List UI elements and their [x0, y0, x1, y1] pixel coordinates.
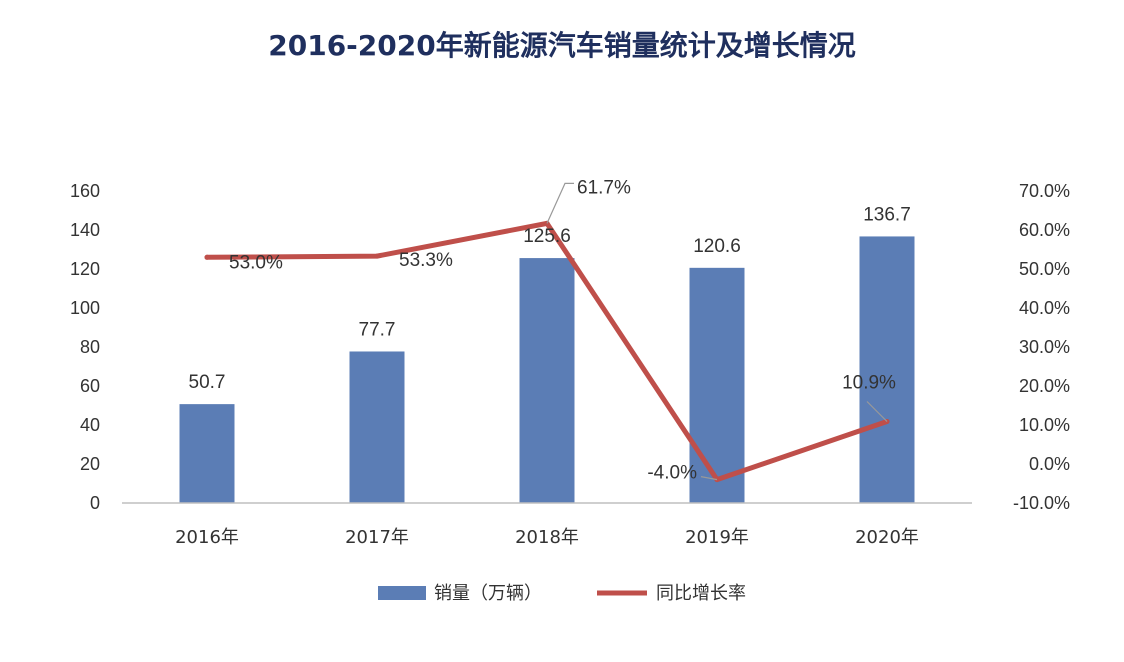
- bar-1: [179, 404, 235, 503]
- left-axis-tick: 140: [70, 220, 100, 240]
- growth-value-label: 53.0%: [229, 252, 283, 273]
- left-axis-tick: 20: [80, 454, 100, 474]
- left-axis-tick: 40: [80, 415, 100, 435]
- bar-data-labels: 50.7 77.7 125.6 120.6 136.7: [189, 204, 911, 393]
- category-label: 2017年: [345, 527, 409, 548]
- left-axis-tick: 100: [70, 298, 100, 318]
- growth-value-label: -4.0%: [647, 463, 697, 484]
- bar-series: [179, 236, 915, 503]
- legend-label-growth: 同比增长率: [656, 583, 746, 604]
- left-axis-ticks: 0 20 40 60 80 100 120 140 160: [70, 181, 100, 513]
- left-axis-tick: 60: [80, 376, 100, 396]
- right-axis-tick: 10.0%: [1019, 415, 1070, 435]
- right-axis-tick: 40.0%: [1019, 298, 1070, 318]
- bar-3: [519, 258, 575, 503]
- right-axis-tick: 0.0%: [1029, 454, 1070, 474]
- left-axis-tick: 160: [70, 181, 100, 201]
- bar-value-label: 50.7: [189, 372, 226, 393]
- category-labels: 2016年 2017年 2018年 2019年 2020年: [175, 527, 919, 548]
- right-axis-tick: 30.0%: [1019, 337, 1070, 357]
- bar-5: [859, 236, 915, 503]
- category-label: 2016年: [175, 527, 239, 548]
- legend: 销量（万辆） 同比增长率: [378, 583, 746, 604]
- line-data-labels: 53.0% 53.3% 61.7% -4.0% 10.9%: [229, 177, 896, 483]
- left-axis-tick: 80: [80, 337, 100, 357]
- leader-line: [700, 476, 718, 481]
- growth-point-2: [374, 253, 380, 259]
- bar-value-label: 125.6: [523, 226, 571, 247]
- chart-title: 2016-2020年新能源汽车销量统计及增长情况: [268, 29, 856, 62]
- growth-value-label: 61.7%: [577, 177, 631, 198]
- leader-line: [546, 182, 574, 224]
- bar-4: [689, 267, 745, 503]
- right-axis-tick: 60.0%: [1019, 220, 1070, 240]
- leader-line: [866, 401, 888, 422]
- growth-point-1: [204, 254, 210, 260]
- left-axis-tick: 120: [70, 259, 100, 279]
- bar-value-label: 77.7: [359, 319, 396, 340]
- right-axis-tick: -10.0%: [1013, 493, 1070, 513]
- right-axis-tick: 70.0%: [1019, 181, 1070, 201]
- right-axis-ticks: -10.0% 0.0% 10.0% 20.0% 30.0% 40.0% 50.0% 60.0%…: [1013, 181, 1070, 513]
- category-label: 2020年: [855, 527, 919, 548]
- legend-label-sales: 销量（万辆）: [434, 583, 542, 604]
- growth-value-label: 53.3%: [399, 250, 453, 271]
- category-label: 2018年: [515, 527, 579, 548]
- category-label: 2019年: [685, 527, 749, 548]
- legend-swatch-sales: [378, 586, 426, 600]
- growth-value-label: 10.9%: [842, 372, 896, 393]
- bar-value-label: 136.7: [863, 204, 911, 225]
- bar-2: [349, 351, 405, 503]
- right-axis-tick: 20.0%: [1019, 376, 1070, 396]
- right-axis-tick: 50.0%: [1019, 259, 1070, 279]
- bar-value-label: 120.6: [693, 236, 741, 257]
- left-axis-tick: 0: [90, 493, 100, 513]
